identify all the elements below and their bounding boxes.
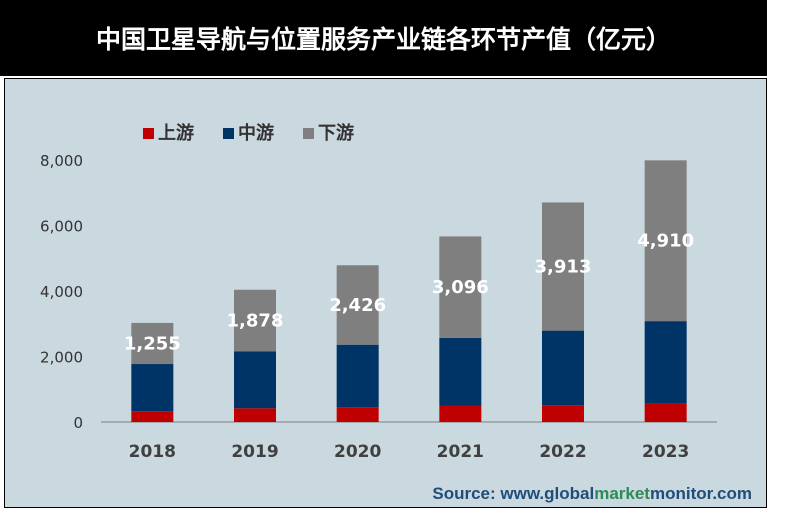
x-tick-label: 2021 <box>437 442 484 462</box>
plot-panel: 0 2,000 4,000 6,000 8,000 2018 1,255 2019 1,878 2… <box>4 78 767 508</box>
data-label-downstream: 3,913 <box>535 257 592 278</box>
bar-upstream-2021 <box>439 405 482 422</box>
y-tick-label: 0 <box>73 414 83 432</box>
source-part: global <box>544 484 594 503</box>
data-label-downstream: 2,426 <box>329 295 386 316</box>
x-tick-label: 2022 <box>539 442 586 462</box>
x-tick-label: 2020 <box>334 442 381 462</box>
chart-title-bar: 中国卫星导航与位置服务产业链各环节产值（亿元） <box>0 0 767 76</box>
source-part: monitor <box>650 484 714 503</box>
bar-midstream-2022 <box>542 330 584 406</box>
source-part: market <box>594 484 650 503</box>
y-tick-label: 6,000 <box>40 218 83 236</box>
bar-downstream-2019 <box>234 289 276 352</box>
legend-label-upstream: 上游 <box>158 122 194 144</box>
data-label-downstream: 1,878 <box>227 311 284 332</box>
bar-downstream-2022 <box>542 202 584 331</box>
bar-midstream-2023 <box>644 321 687 404</box>
bar-downstream-2018 <box>131 322 174 365</box>
legend-swatch-downstream <box>303 128 314 139</box>
source-prefix: Source: www. <box>432 484 544 503</box>
bar-upstream-2023 <box>644 403 687 422</box>
bar-downstream-2023 <box>644 160 687 322</box>
chart-title: 中国卫星导航与位置服务产业链各环节产值（亿元） <box>95 25 671 54</box>
bar-midstream-2018 <box>131 364 174 412</box>
bar-upstream-2022 <box>542 405 584 422</box>
legend-swatch-upstream <box>143 128 154 139</box>
x-tick-label: 2023 <box>642 442 689 462</box>
bar-upstream-2019 <box>234 408 276 422</box>
legend-swatch-midstream <box>223 128 234 139</box>
bar-midstream-2020 <box>336 344 379 408</box>
bar-downstream-2021 <box>439 236 482 338</box>
bar-midstream-2019 <box>234 351 276 409</box>
x-tick-label: 2018 <box>129 442 176 462</box>
bar-upstream-2020 <box>336 407 379 422</box>
legend-label-midstream: 中游 <box>238 122 274 144</box>
legend-label-downstream: 下游 <box>318 122 354 144</box>
bar-downstream-2020 <box>336 265 379 345</box>
bar-upstream-2018 <box>131 411 174 422</box>
source-part: .com <box>712 484 752 503</box>
data-label-downstream: 1,255 <box>124 333 181 354</box>
data-label-downstream: 3,096 <box>432 277 489 298</box>
y-tick-label: 2,000 <box>40 349 83 367</box>
y-tick-label: 4,000 <box>40 283 83 301</box>
stacked-bar-chart: 0 2,000 4,000 6,000 8,000 2018 1,255 2019 1,878 2… <box>40 122 752 503</box>
bar-midstream-2021 <box>439 337 482 406</box>
x-tick-label: 2019 <box>231 442 278 462</box>
data-label-downstream: 4,910 <box>637 231 694 252</box>
y-tick-label: 8,000 <box>40 152 83 170</box>
source-text: Source: www.globalmarketmonitor.com <box>432 484 752 503</box>
